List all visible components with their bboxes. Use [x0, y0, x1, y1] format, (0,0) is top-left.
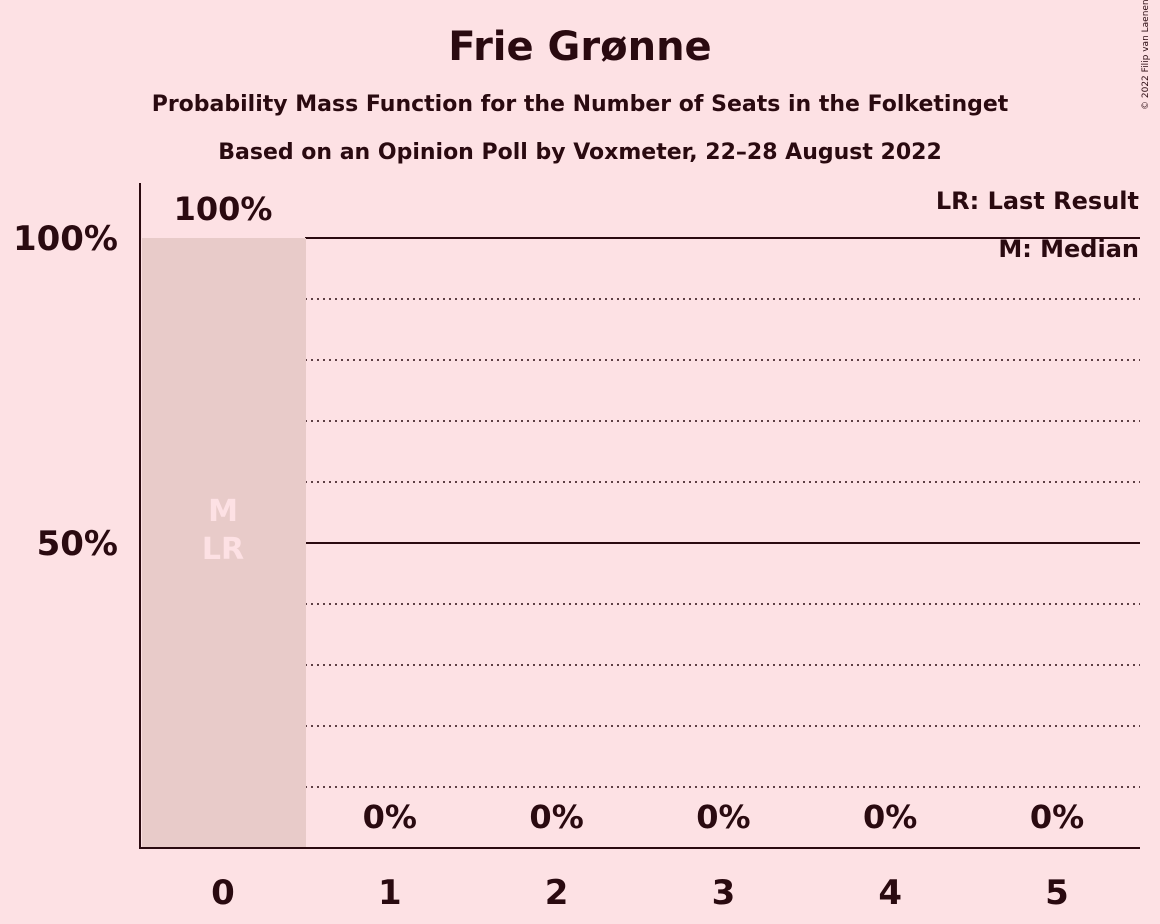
chart-title: Frie Grønne: [448, 24, 712, 70]
x-tick-label: 1: [378, 873, 402, 913]
value-label: 0%: [363, 798, 417, 836]
value-label: 0%: [1030, 798, 1084, 836]
x-tick-label: 2: [545, 873, 569, 913]
bar-marker-lr: LR: [202, 532, 244, 567]
bar-seat-0: [142, 238, 306, 848]
x-tick-label: 3: [712, 873, 736, 913]
x-tick-label: 0: [211, 873, 235, 913]
chart-source-line: Based on an Opinion Poll by Voxmeter, 22…: [218, 140, 942, 165]
y-tick-label: 100%: [13, 219, 118, 259]
value-label: 100%: [174, 190, 273, 228]
axes: [139, 183, 1140, 849]
bar-marker-m: M: [208, 494, 238, 529]
y-tick-label: 50%: [37, 524, 118, 564]
legend: LR: Last Result M: Median: [936, 187, 1139, 263]
chart-subtitle: Probability Mass Function for the Number…: [151, 92, 1009, 117]
x-tick-label: 5: [1045, 873, 1069, 913]
value-label: 0%: [863, 798, 917, 836]
legend-last-result: LR: Last Result: [936, 187, 1139, 215]
x-tick-label: 4: [878, 873, 902, 913]
value-label: 0%: [696, 798, 750, 836]
bars: [142, 238, 306, 848]
value-label: 0%: [529, 798, 583, 836]
legend-median: M: Median: [998, 235, 1139, 263]
gridlines: [305, 237, 1140, 788]
labels: 100% 0% 0% 0% 0% 0% MLR 50% 100% 0 1 2 3 4 5: [13, 190, 1084, 913]
